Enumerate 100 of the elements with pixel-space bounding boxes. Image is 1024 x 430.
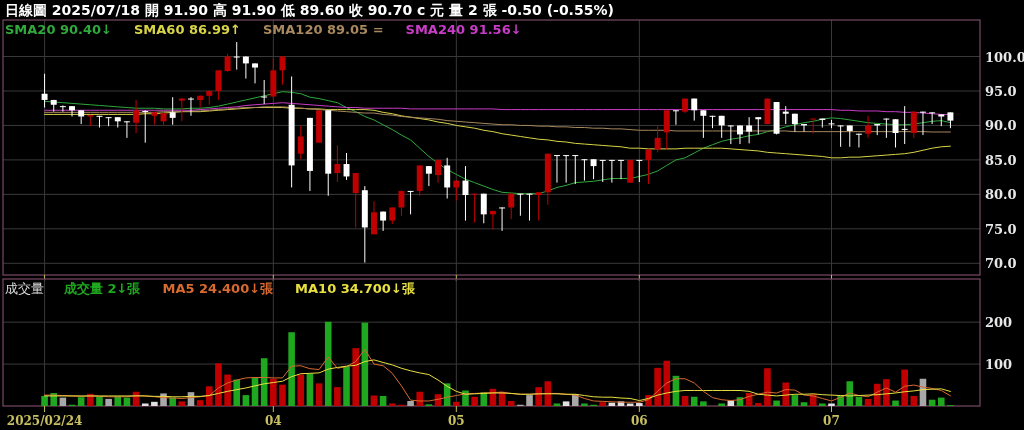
candlestick — [407, 190, 414, 215]
bar — [663, 360, 671, 406]
bar — [773, 400, 780, 406]
candlestick — [727, 124, 734, 145]
bar — [352, 348, 359, 406]
bar — [754, 403, 762, 406]
bar — [690, 396, 698, 406]
candlestick — [334, 144, 341, 183]
bar — [315, 383, 323, 406]
bar — [654, 367, 661, 406]
bar — [224, 374, 231, 406]
candlestick — [480, 193, 487, 224]
bar — [324, 321, 332, 406]
legend: SMA20 90.40↓ SMA60 86.99↑ SMA120 89.05 = SMA240 91.56↓ — [5, 22, 522, 37]
candlestick — [929, 111, 936, 125]
bar — [700, 401, 707, 406]
candlestick — [554, 154, 560, 184]
candlestick — [810, 118, 817, 135]
bar — [41, 395, 48, 406]
candlestick — [215, 69, 222, 101]
candlestick — [535, 191, 542, 222]
candlestick — [371, 200, 377, 235]
candlestick — [188, 96, 194, 117]
bar — [535, 387, 542, 406]
x-tick-label: 2025/02/24 — [6, 414, 83, 428]
chart-title: 日線圖 2025/07/18 開 91.90 高 91.90 低 89.60 收 90.70 c 元 量 2 張 -0.50 (-0.55%) — [5, 2, 614, 18]
candlestick — [608, 159, 615, 184]
line-series — [44, 107, 951, 159]
candlestick — [737, 124, 743, 145]
candlestick — [599, 159, 606, 183]
candlestick — [901, 105, 908, 145]
bar — [791, 395, 799, 406]
candlestick — [590, 158, 597, 180]
bar — [553, 403, 561, 406]
line-series — [44, 359, 951, 402]
candlestick — [261, 79, 268, 105]
bar — [681, 395, 689, 406]
bar — [581, 403, 588, 406]
bar — [910, 395, 918, 406]
bar — [96, 396, 103, 406]
candlestick — [425, 165, 432, 187]
bar — [764, 368, 771, 406]
bar — [407, 400, 414, 406]
candlestick — [910, 111, 917, 139]
bar — [141, 403, 149, 406]
bar — [718, 403, 725, 406]
candlestick — [142, 109, 149, 144]
candlestick — [663, 109, 670, 151]
candlestick — [133, 99, 140, 134]
candlestick — [672, 109, 679, 126]
candlestick — [746, 116, 753, 144]
candlestick — [581, 158, 588, 182]
candlestick — [883, 118, 890, 139]
candlestick — [563, 154, 570, 184]
bar — [636, 403, 643, 406]
x-tick-label: 05 — [447, 414, 465, 428]
candlestick — [846, 124, 853, 148]
x-tick-label: 06 — [630, 414, 648, 428]
y-tick-label: 100 — [985, 357, 1013, 373]
bar — [626, 403, 634, 406]
bar — [471, 396, 478, 406]
bar — [151, 401, 158, 406]
candlestick — [920, 111, 926, 136]
bar — [279, 384, 286, 406]
candlestick — [352, 172, 359, 228]
y-tick-label: 200 — [985, 315, 1013, 331]
line-series — [44, 106, 951, 133]
bar — [892, 400, 899, 406]
bar — [453, 401, 460, 406]
candlestick — [178, 97, 185, 122]
candlestick — [169, 96, 176, 126]
bar — [233, 379, 241, 406]
bar — [599, 402, 607, 406]
bar — [178, 401, 186, 406]
bar — [819, 403, 826, 406]
x-tick-label: 07 — [823, 414, 840, 428]
legend: 成交量 2↓張 MA5 24.400↓張 MA10 34.700↓張 — [64, 281, 415, 296]
candlestick — [398, 190, 405, 217]
x-tick-label: 04 — [264, 414, 282, 428]
bar — [105, 398, 112, 406]
candlestick — [508, 193, 515, 220]
candlestick — [69, 105, 75, 117]
bar — [306, 373, 314, 406]
bar — [507, 400, 515, 406]
bar — [270, 378, 277, 406]
bar — [77, 397, 85, 406]
chart-title: 成交量 — [5, 281, 44, 296]
bar — [297, 374, 305, 406]
y-tick-label: 85.0 — [985, 152, 1017, 168]
candlestick — [837, 124, 844, 148]
candlestick — [233, 41, 240, 71]
candlestick — [855, 133, 862, 148]
y-tick-label: 80.0 — [985, 187, 1017, 203]
candlestick — [499, 206, 506, 232]
candlestick — [252, 62, 258, 84]
y-tick-label: 90.0 — [985, 118, 1017, 134]
bar — [242, 395, 250, 406]
candlestick — [572, 154, 579, 185]
candlestick — [654, 125, 661, 153]
bar — [288, 332, 295, 406]
